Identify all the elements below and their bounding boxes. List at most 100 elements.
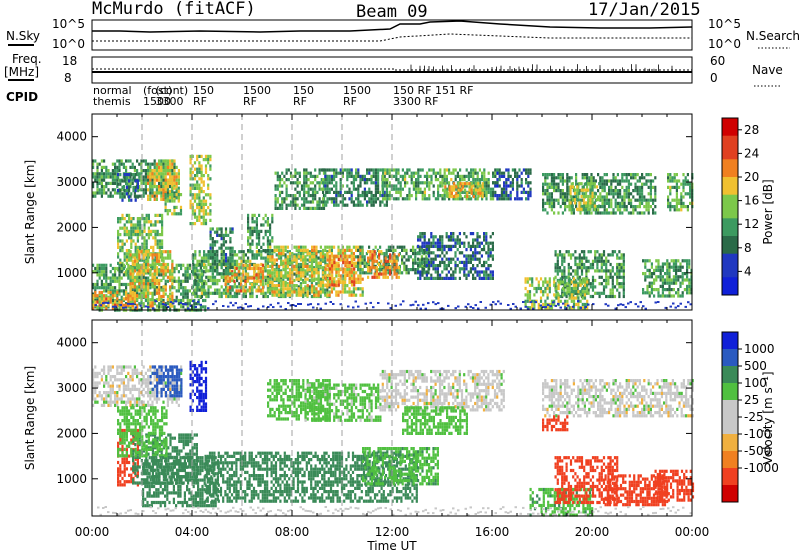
data-cell	[242, 259, 245, 263]
data-cell	[205, 282, 208, 286]
data-cell	[439, 171, 442, 175]
data-cell	[331, 267, 334, 271]
data-cell	[439, 276, 442, 280]
data-cell	[242, 291, 245, 295]
data-cell	[597, 195, 600, 199]
data-cell	[133, 278, 137, 283]
data-cell	[123, 195, 126, 199]
data-cell	[365, 264, 368, 268]
data-cell	[168, 199, 172, 203]
data-cell	[134, 189, 137, 193]
data-cell	[155, 165, 158, 169]
data-cell	[258, 236, 261, 240]
data-cell	[542, 185, 545, 189]
data-cell	[395, 168, 398, 172]
data-cell	[152, 223, 155, 227]
data-cell	[251, 242, 254, 246]
data-cell	[489, 235, 492, 239]
data-cell	[143, 229, 146, 233]
data-cell	[559, 176, 562, 180]
data-cell	[594, 211, 597, 215]
data-cell	[107, 169, 110, 173]
data-cell	[361, 178, 364, 182]
data-cell	[111, 172, 114, 176]
data-cell	[359, 245, 362, 249]
data-cell	[382, 187, 385, 191]
data-cell	[204, 199, 208, 203]
data-cell	[550, 173, 553, 177]
data-cell	[393, 256, 396, 260]
data-cell	[632, 176, 635, 180]
data-cell	[333, 280, 336, 284]
data-cell	[222, 259, 225, 263]
data-cell	[588, 211, 591, 215]
data-cell	[164, 279, 167, 283]
data-cell	[200, 174, 203, 178]
data-cell	[237, 276, 240, 280]
data-cell	[350, 280, 354, 284]
data-cell	[616, 205, 619, 209]
data-cell	[218, 227, 221, 231]
data-cell	[548, 198, 551, 202]
data-cell	[548, 182, 551, 186]
data-cell	[623, 208, 626, 212]
data-cell	[92, 175, 95, 179]
data-cell	[317, 250, 320, 254]
data-cell	[139, 245, 142, 249]
data-cell	[161, 258, 164, 262]
data-cell	[415, 194, 418, 198]
data-cell	[109, 172, 112, 176]
data-cell	[297, 266, 300, 270]
data-cell	[229, 259, 232, 263]
data-cell	[612, 211, 615, 215]
data-cell	[379, 264, 382, 268]
data-cell	[281, 206, 284, 210]
data-cell	[374, 190, 377, 194]
cpid-mode-label: RF	[293, 95, 307, 108]
data-cell	[211, 259, 214, 263]
data-cell	[625, 189, 628, 193]
data-cell	[305, 200, 308, 204]
data-cell	[264, 256, 267, 260]
data-cell	[260, 250, 263, 254]
data-cell	[548, 195, 551, 199]
data-cell	[393, 253, 396, 257]
data-cell	[118, 305, 121, 309]
data-cell	[298, 171, 301, 175]
data-cell	[374, 181, 377, 185]
data-cell	[395, 171, 398, 175]
data-cell	[158, 239, 161, 243]
data-cell	[209, 246, 212, 250]
data-cell	[425, 273, 428, 277]
data-cell	[180, 298, 183, 303]
data-cell	[257, 270, 260, 274]
data-cell	[344, 252, 347, 256]
data-cell	[389, 272, 392, 276]
data-cell	[341, 171, 344, 175]
data-cell	[373, 272, 376, 276]
data-cell	[324, 293, 327, 297]
data-cell	[485, 251, 488, 255]
data-cell	[478, 251, 481, 255]
data-cell	[478, 235, 481, 239]
data-cell	[228, 270, 232, 274]
data-cell	[610, 182, 613, 186]
data-cell	[216, 282, 219, 286]
data-cell	[474, 267, 477, 271]
data-cell	[150, 229, 153, 233]
data-cell	[363, 261, 366, 265]
data-cell	[209, 154, 212, 158]
data-cell	[247, 256, 250, 260]
data-cell	[295, 248, 298, 252]
data-cell	[295, 288, 298, 292]
data-cell	[472, 244, 475, 248]
data-cell	[421, 194, 424, 198]
data-cell	[116, 159, 119, 163]
data-cell	[189, 183, 192, 187]
data-cell	[485, 184, 488, 188]
data-cell	[374, 197, 377, 201]
data-cell	[211, 246, 214, 250]
data-cell	[193, 177, 197, 181]
data-cell	[300, 293, 303, 297]
data-cell	[302, 255, 305, 259]
